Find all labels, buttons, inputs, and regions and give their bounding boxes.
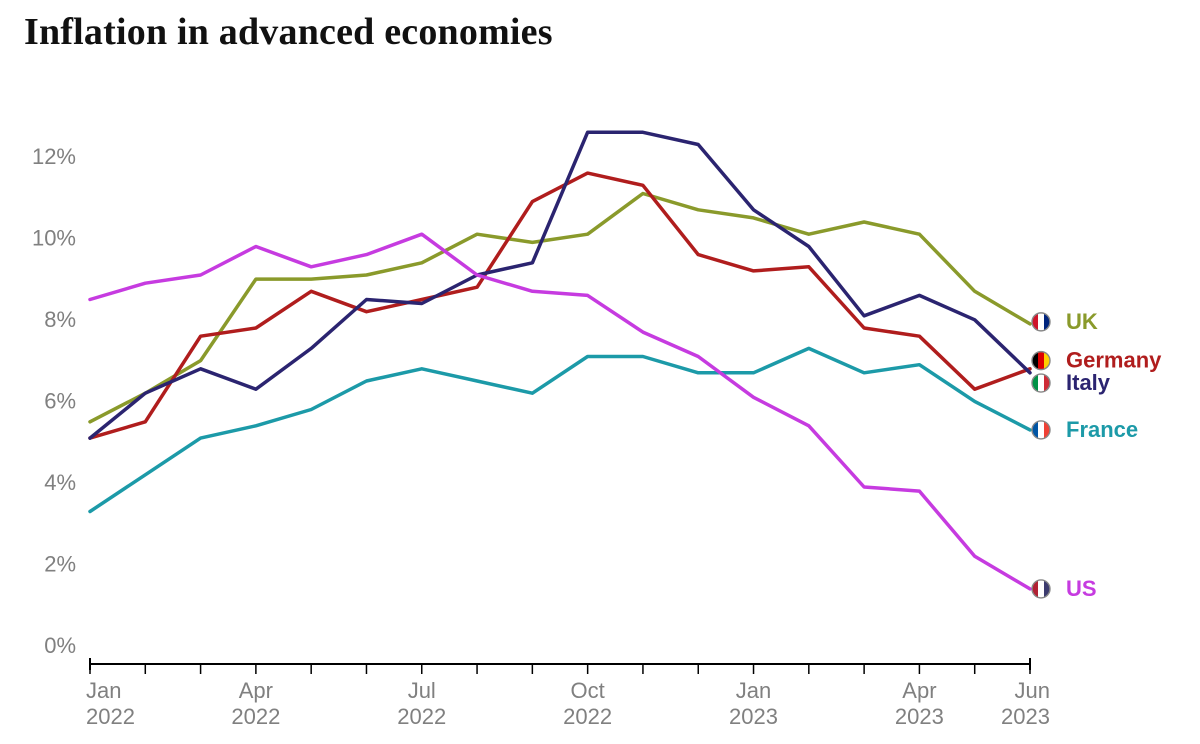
x-axis-label-month: Jan [736,678,771,703]
series-end-marker-us: US [1032,576,1097,601]
series-end-marker-france: France [1032,417,1138,442]
x-axis-label-month: Apr [239,678,273,703]
x-axis-label-month: Jun [1015,678,1050,703]
y-axis-label: 0% [44,633,76,658]
series-label-italy: Italy [1066,370,1111,395]
x-axis-label-year: 2022 [397,704,446,729]
chart-title: Inflation in advanced economies [0,10,1200,54]
series-end-marker-italy: Italy [1032,370,1111,395]
x-axis-label-month: Jan [86,678,121,703]
y-axis-label: 8% [44,307,76,332]
x-axis-label-month: Jul [408,678,436,703]
x-axis-label-year: 2023 [729,704,778,729]
inflation-line-chart: 0%2%4%6%8%10%12%Jan2022Apr2022Jul2022Oct… [0,54,1200,744]
x-axis-label-year: 2022 [86,704,135,729]
series-line-italy [90,132,1030,438]
x-axis-label-year: 2022 [231,704,280,729]
series-label-us: US [1066,576,1097,601]
series-label-germany: Germany [1066,348,1162,373]
chart-container: Inflation in advanced economies 0% 2% 4% 6%… [0,0,1200,690]
y-axis-label: 10% [32,225,76,250]
x-axis-label-month: Apr [902,678,936,703]
x-axis-label-year: 2023 [895,704,944,729]
y-axis-label: 2% [44,551,76,576]
y-axis-label: 6% [44,388,76,413]
series-end-marker-uk: UK [1032,309,1098,334]
x-axis-label-year: 2023 [1001,704,1050,729]
series-label-france: France [1066,417,1138,442]
series-line-us [90,234,1030,589]
x-axis-label-year: 2022 [563,704,612,729]
y-axis-label: 12% [32,144,76,169]
x-axis-label-month: Oct [571,678,605,703]
series-line-france [90,348,1030,511]
y-axis-label: 4% [44,470,76,495]
series-end-marker-germany: Germany [1032,348,1162,373]
series-label-uk: UK [1066,309,1098,334]
